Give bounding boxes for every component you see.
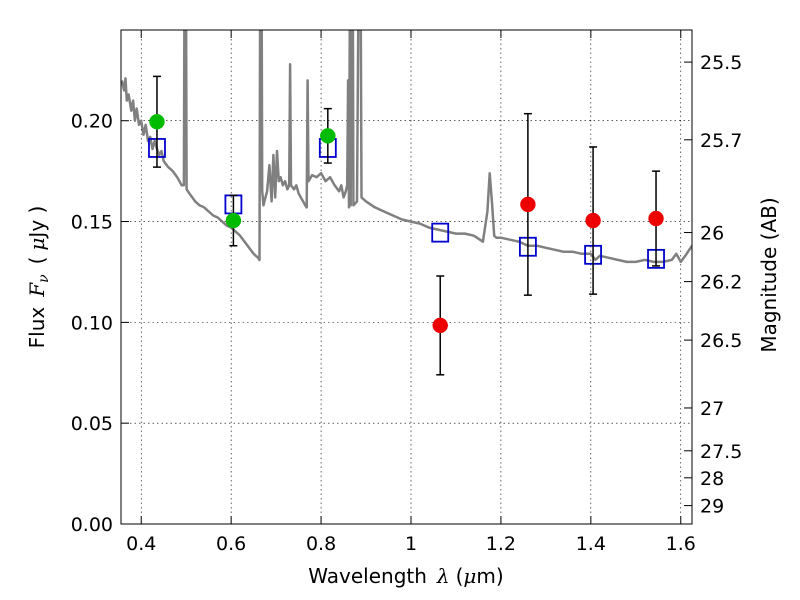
model-spectrum-line bbox=[121, 30, 692, 264]
nir-data-point bbox=[432, 317, 448, 334]
y2-axis-label: Magnitude (AB) bbox=[757, 197, 781, 352]
x-tick-label: 0.8 bbox=[306, 533, 336, 555]
plot-area bbox=[121, 30, 692, 376]
x-tick-label: 0.4 bbox=[126, 533, 156, 555]
y2-tick-label: 27 bbox=[700, 398, 724, 420]
x-tick-label: 1.6 bbox=[666, 533, 696, 555]
plot-frame bbox=[120, 29, 693, 525]
y2-tick-label: 26.2 bbox=[700, 272, 742, 294]
y2-tick-label: 25.7 bbox=[700, 130, 742, 152]
y2-tick-label: 26 bbox=[700, 223, 724, 245]
x-tick-label: 1 bbox=[405, 533, 417, 555]
y-tick-label: 0.20 bbox=[71, 111, 113, 133]
model-photometry-square bbox=[431, 222, 450, 243]
y2-tick-label: 25.5 bbox=[700, 52, 742, 74]
optical-data-point bbox=[225, 212, 242, 229]
nir-data-point bbox=[648, 210, 664, 227]
grid bbox=[121, 30, 692, 524]
y2-tick-label: 29 bbox=[700, 496, 724, 518]
optical-data-point bbox=[320, 128, 336, 144]
nir-data-point bbox=[585, 212, 601, 229]
nir-data-point bbox=[520, 196, 536, 213]
y-tick-label: 0.15 bbox=[71, 212, 113, 234]
x-tick-label: 1.2 bbox=[486, 533, 516, 555]
y2-tick-label: 28 bbox=[700, 468, 724, 490]
y-axis-label: FluxFν(μJy ) bbox=[25, 206, 52, 349]
x-axis-label: Wavelength λ (μm) bbox=[308, 564, 503, 588]
x-tick-label: 1.4 bbox=[576, 533, 606, 555]
optical-data-point bbox=[149, 113, 165, 130]
y2-tick-label: 27.5 bbox=[700, 441, 742, 463]
x-tick-label: 0.6 bbox=[216, 533, 246, 555]
y2-tick-label: 26.5 bbox=[700, 330, 742, 352]
y-tick-label: 0.05 bbox=[71, 413, 113, 435]
axes: 0.4 0.6 0.8 1 1.2 1.4 1.6 0.00 0.05 0.10 0.15 0.20 2… bbox=[71, 30, 742, 555]
y-tick-label: 0.10 bbox=[71, 312, 113, 334]
y-tick-label: 0.00 bbox=[71, 514, 113, 536]
